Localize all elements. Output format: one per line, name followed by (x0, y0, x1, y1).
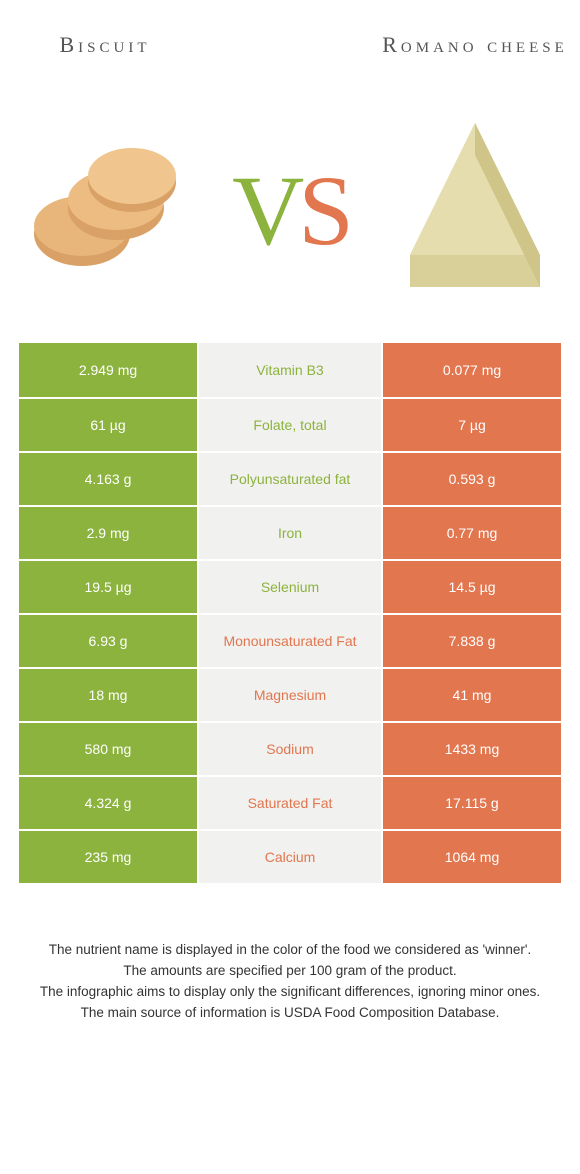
table-row: 2.9 mgIron0.77 mg (19, 505, 561, 559)
nutrient-label: Magnesium (197, 667, 381, 721)
nutrient-label: Folate, total (197, 397, 381, 451)
nutrient-label: Saturated Fat (197, 775, 381, 829)
table-row: 4.324 gSaturated Fat17.115 g (19, 775, 561, 829)
footer-line-4: The main source of information is USDA F… (28, 1003, 552, 1024)
nutrient-label: Calcium (197, 829, 381, 883)
nutrient-label: Selenium (197, 559, 381, 613)
table-row: 6.93 gMonounsaturated Fat7.838 g (19, 613, 561, 667)
value-right: 7.838 g (381, 613, 561, 667)
value-left: 4.324 g (19, 775, 197, 829)
table-row: 18 mgMagnesium41 mg (19, 667, 561, 721)
value-right: 1064 mg (381, 829, 561, 883)
vs-s-letter: S (298, 155, 348, 266)
table-row: 2.949 mgVitamin B30.077 mg (19, 343, 561, 397)
footer-line-2: The amounts are specified per 100 gram o… (28, 961, 552, 982)
nutrient-label: Sodium (197, 721, 381, 775)
hero: VS (0, 90, 580, 330)
hero-left-image (0, 130, 210, 290)
value-left: 2.9 mg (19, 505, 197, 559)
value-right: 41 mg (381, 667, 561, 721)
value-left: 4.163 g (19, 451, 197, 505)
table-row: 19.5 µgSelenium14.5 µg (19, 559, 561, 613)
value-left: 6.93 g (19, 613, 197, 667)
value-left: 2.949 mg (19, 343, 197, 397)
vs-v-letter: V (232, 155, 298, 266)
cheese-wedge-icon (390, 115, 560, 305)
footer-line-1: The nutrient name is displayed in the co… (28, 940, 552, 961)
hero-vs: VS (210, 153, 370, 268)
value-right: 1433 mg (381, 721, 561, 775)
value-left: 18 mg (19, 667, 197, 721)
value-right: 7 µg (381, 397, 561, 451)
value-left: 235 mg (19, 829, 197, 883)
footer-notes: The nutrient name is displayed in the co… (28, 940, 552, 1024)
nutrient-label: Iron (197, 505, 381, 559)
value-left: 61 µg (19, 397, 197, 451)
value-right: 0.77 mg (381, 505, 561, 559)
table-row: 580 mgSodium1433 mg (19, 721, 561, 775)
nutrient-table: 2.949 mgVitamin B30.077 mg61 µgFolate, t… (18, 342, 562, 884)
header-right-title: Romano cheese (370, 31, 580, 59)
header-left-title: Biscuit (0, 31, 210, 59)
table-row: 61 µgFolate, total7 µg (19, 397, 561, 451)
hero-right-image (370, 115, 580, 305)
value-left: 19.5 µg (19, 559, 197, 613)
nutrient-label: Monounsaturated Fat (197, 613, 381, 667)
value-right: 0.593 g (381, 451, 561, 505)
header: Biscuit Romano cheese (0, 0, 580, 90)
value-right: 0.077 mg (381, 343, 561, 397)
value-right: 14.5 µg (381, 559, 561, 613)
nutrient-label: Polyunsaturated fat (197, 451, 381, 505)
footer-line-3: The infographic aims to display only the… (28, 982, 552, 1003)
table-row: 4.163 gPolyunsaturated fat0.593 g (19, 451, 561, 505)
nutrient-label: Vitamin B3 (197, 343, 381, 397)
value-left: 580 mg (19, 721, 197, 775)
biscuit-icon (20, 130, 190, 290)
table-row: 235 mgCalcium1064 mg (19, 829, 561, 883)
value-right: 17.115 g (381, 775, 561, 829)
